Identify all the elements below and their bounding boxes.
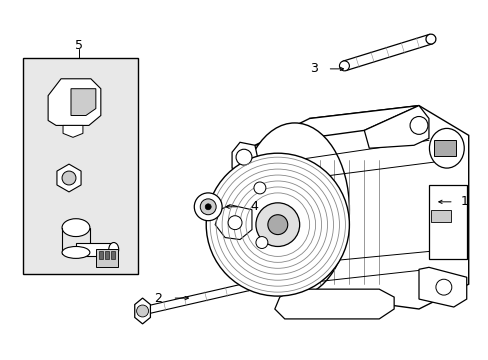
Ellipse shape bbox=[240, 123, 349, 297]
Polygon shape bbox=[135, 298, 150, 324]
Bar bbox=[428, 185, 466, 260]
Text: 1: 1 bbox=[460, 195, 468, 208]
Bar bbox=[23, 58, 137, 274]
Bar bbox=[111, 251, 115, 260]
Text: 3: 3 bbox=[309, 62, 317, 75]
Circle shape bbox=[227, 216, 242, 230]
Circle shape bbox=[136, 305, 148, 317]
Polygon shape bbox=[57, 164, 81, 192]
Text: 4: 4 bbox=[249, 200, 257, 213]
Circle shape bbox=[236, 149, 251, 165]
Ellipse shape bbox=[428, 129, 463, 168]
Ellipse shape bbox=[62, 219, 90, 237]
Bar bbox=[96, 249, 118, 267]
Circle shape bbox=[255, 237, 267, 248]
Ellipse shape bbox=[108, 243, 119, 256]
Ellipse shape bbox=[62, 247, 90, 258]
Polygon shape bbox=[71, 89, 96, 116]
Text: 5: 5 bbox=[75, 39, 83, 51]
Bar bbox=[433, 140, 455, 156]
Circle shape bbox=[62, 171, 76, 185]
Circle shape bbox=[200, 199, 216, 215]
Bar bbox=[99, 251, 102, 260]
Circle shape bbox=[206, 153, 349, 296]
Polygon shape bbox=[418, 267, 466, 307]
Circle shape bbox=[253, 182, 265, 194]
Bar bbox=[76, 243, 114, 256]
Polygon shape bbox=[309, 105, 468, 309]
Circle shape bbox=[435, 279, 451, 295]
Ellipse shape bbox=[425, 34, 435, 44]
Bar bbox=[430, 210, 450, 222]
Circle shape bbox=[205, 204, 211, 210]
Polygon shape bbox=[63, 125, 83, 137]
Polygon shape bbox=[48, 79, 101, 125]
Text: 2: 2 bbox=[154, 292, 162, 305]
Bar bbox=[104, 251, 108, 260]
Circle shape bbox=[409, 117, 427, 134]
Polygon shape bbox=[254, 105, 418, 145]
Polygon shape bbox=[364, 105, 428, 148]
Circle shape bbox=[255, 203, 299, 247]
Polygon shape bbox=[215, 205, 251, 239]
Polygon shape bbox=[232, 142, 260, 172]
Circle shape bbox=[194, 193, 222, 221]
Circle shape bbox=[339, 61, 349, 71]
Polygon shape bbox=[274, 289, 393, 319]
Circle shape bbox=[267, 215, 287, 235]
